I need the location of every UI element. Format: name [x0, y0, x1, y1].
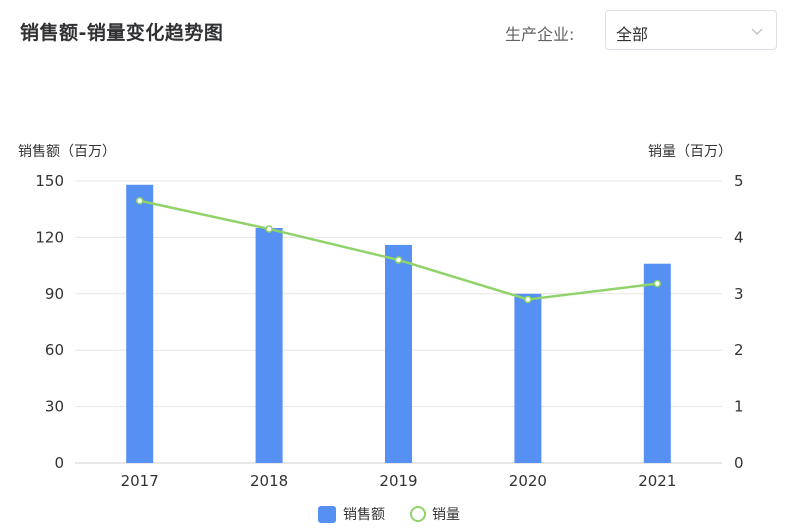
page-title: 销售额-销量变化趋势图: [20, 22, 224, 44]
point-volume-2020[interactable]: [524, 295, 532, 304]
y-left-tick-label: 30: [45, 398, 64, 416]
bar-sales-2020[interactable]: [514, 293, 542, 463]
point-volume-2019[interactable]: [394, 256, 403, 264]
bar-sales-2021[interactable]: [643, 263, 671, 463]
y-left-tick-label: 90: [45, 285, 64, 303]
point-volume-2017[interactable]: [135, 196, 144, 205]
legend-label-volume[interactable]: 销量: [432, 507, 460, 523]
line-series: [135, 196, 662, 304]
x-tick-label: 2021: [638, 472, 676, 490]
legend-bar-swatch[interactable]: [318, 506, 336, 523]
company-select[interactable]: 全部: [605, 10, 777, 50]
header: 销售额-销量变化趋势图 生产企业: 全部: [0, 0, 799, 64]
y-right-axis-title: 销量（百万）: [648, 144, 732, 160]
y-left-tick-label: 150: [35, 172, 64, 190]
x-tick-label: 2020: [509, 472, 547, 490]
x-tick-label: 2019: [379, 472, 417, 490]
y-right-tick-label: 0: [734, 454, 744, 472]
y-right-tick-label: 4: [734, 228, 744, 246]
legend-label-sales[interactable]: 销售额: [343, 507, 385, 523]
point-volume-2018[interactable]: [265, 225, 273, 233]
y-right-tick-label: 5: [734, 172, 744, 190]
legend[interactable]: 销售额 销量: [318, 506, 460, 523]
y-left-tick-label: 0: [54, 454, 64, 472]
y-right-tick-label: 1: [734, 398, 744, 416]
axes: 0 30 60 90 120 150 0 1 2 3 4 5 销售额（百万） 销量（百万） 2017 2018…: [18, 144, 744, 490]
bar-sales-2019[interactable]: [385, 244, 412, 463]
y-left-axis-title: 销售额（百万）: [18, 144, 116, 160]
x-tick-label: 2018: [250, 472, 288, 490]
x-tick-label: 2017: [121, 472, 159, 490]
company-select-value: 全部: [616, 25, 649, 44]
y-right-tick-label: 3: [734, 285, 744, 303]
legend-line-swatch[interactable]: [410, 506, 426, 522]
y-left-tick-label: 120: [35, 228, 64, 246]
y-right-tick-label: 2: [734, 341, 744, 359]
chevron-down-icon: [750, 23, 764, 37]
y-left-tick-label: 60: [45, 341, 64, 359]
company-filter-label: 生产企业:: [505, 25, 575, 44]
bar-sales-2018[interactable]: [255, 228, 283, 463]
bar-sales-2017[interactable]: [126, 184, 154, 463]
bar-series: [126, 184, 671, 463]
point-volume-2021[interactable]: [653, 279, 662, 288]
